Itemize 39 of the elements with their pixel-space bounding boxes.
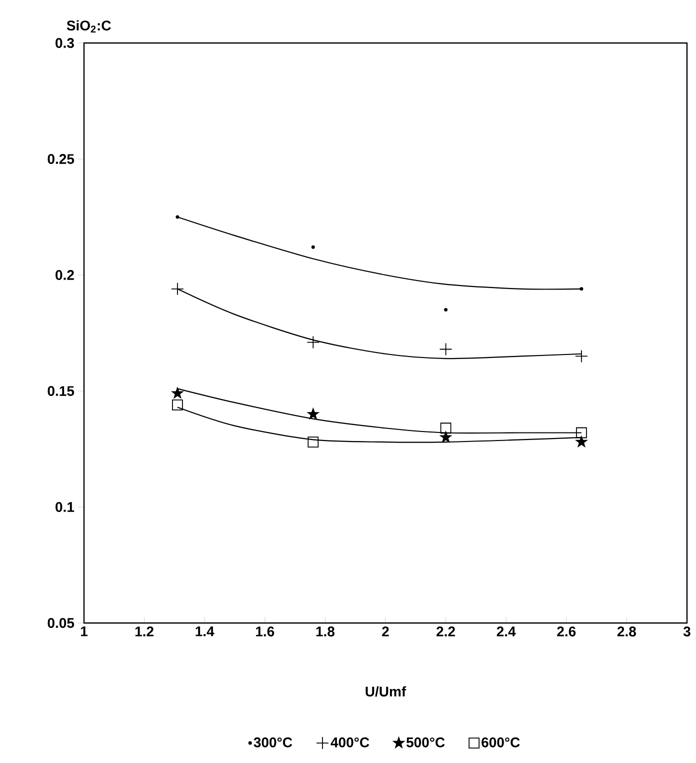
x-tick-label: 2 <box>382 626 389 636</box>
x-axis-title: U/Umf <box>366 686 406 697</box>
point <box>311 245 315 249</box>
x-tick-label: 1.8 <box>316 626 334 636</box>
point <box>444 308 448 312</box>
point <box>171 282 184 296</box>
x-tick-label: 1.2 <box>135 626 154 636</box>
point <box>172 399 183 410</box>
y-tick-label: 0.05 <box>48 618 74 628</box>
point <box>440 422 452 434</box>
point <box>308 436 319 448</box>
y-tick-label: 0.3 <box>56 38 74 48</box>
legend-label: 500°C <box>406 737 445 748</box>
point <box>306 336 320 349</box>
x-tick-label: 3 <box>683 626 690 636</box>
y-tick-label: 0.15 <box>48 386 74 396</box>
x-tick-label: 2.6 <box>557 626 576 636</box>
point <box>307 408 319 420</box>
x-tick-label: 2.2 <box>436 626 455 636</box>
y-tick-label: 0.1 <box>56 502 74 512</box>
x-tick-label: 1 <box>80 626 88 636</box>
legend-label: 300°C <box>254 737 292 748</box>
point <box>575 350 588 363</box>
x-tick-label: 2.8 <box>617 626 636 636</box>
point <box>576 436 588 447</box>
point <box>176 215 180 219</box>
legend-label: 600°C <box>482 737 520 748</box>
x-tick-label: 1.4 <box>196 626 214 636</box>
x-tick-label: 1.6 <box>256 626 274 636</box>
point <box>172 387 184 398</box>
point <box>580 287 584 291</box>
y-tick-label: 0.2 <box>56 270 74 280</box>
y-axis-title: SiO$_{2}$:C <box>66 20 111 33</box>
point <box>440 431 452 442</box>
point <box>439 342 452 356</box>
x-tick-label: 2.4 <box>496 626 516 636</box>
y-tick-label: 0.25 <box>48 154 74 164</box>
legend-label: 400°C <box>330 737 370 748</box>
point <box>576 427 587 438</box>
